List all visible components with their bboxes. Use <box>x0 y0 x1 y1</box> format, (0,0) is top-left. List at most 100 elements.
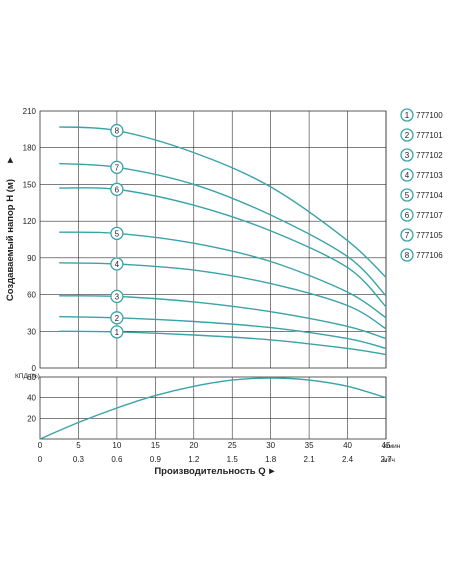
legend-item-777104: 5 777104 <box>400 188 443 202</box>
legend-marker-label: 6 <box>405 211 410 220</box>
curve-marker-8: 8 <box>110 123 124 138</box>
legend-item-777103: 4 777103 <box>400 168 443 182</box>
legend-item-777102: 3 777102 <box>400 148 443 162</box>
curve-marker-circle <box>110 289 124 304</box>
efficiency-y-tick-label: 60 <box>27 373 36 382</box>
curve-marker-circle <box>110 311 124 325</box>
x-tick-lpm: 45 <box>382 441 391 450</box>
legend-item-777100: 1 777100 <box>400 108 443 122</box>
legend-label: 777105 <box>416 231 443 240</box>
curve-marker-3: 3 <box>110 289 124 304</box>
efficiency-curve-line <box>39 377 387 440</box>
x-tick-m3h: 0.6 <box>111 455 123 464</box>
legend-marker-label: 4 <box>405 171 410 180</box>
x-tick-lpm: 25 <box>228 441 237 450</box>
curve-marker-label: 3 <box>115 292 120 301</box>
x-axis-ticks: 0 5 10 15 20 25 30 35 40 45 0 0.3 0.6 0.9 1.2 1.5 1.8 2.1… <box>38 441 392 464</box>
legend-marker-circle <box>400 228 414 242</box>
head-y-tick-label: 210 <box>23 107 37 116</box>
curve-marker-circle <box>110 257 124 271</box>
efficiency-axis-label: КПД (%) <box>15 373 40 380</box>
head-y-tick-label: 30 <box>27 327 36 336</box>
legend-label: 777100 <box>416 111 443 120</box>
efficiency-plot-frame <box>39 376 387 440</box>
head-y-tick-label: 150 <box>23 180 37 189</box>
legend-label: 777106 <box>416 251 443 260</box>
head-y-tick-label: 60 <box>27 291 36 300</box>
x-tick-m3h: 0.3 <box>73 455 85 464</box>
legend-marker-label: 5 <box>405 191 410 200</box>
unit-m3h: м³/ч <box>383 457 395 464</box>
legend-marker-circle <box>400 128 414 142</box>
curve-marker-circle <box>110 123 124 138</box>
curve-marker-label: 5 <box>115 229 120 238</box>
curve-marker-label: 4 <box>115 260 120 269</box>
curve-marker-2: 2 <box>110 311 124 325</box>
x-tick-lpm: 5 <box>76 441 81 450</box>
x-tick-lpm: 35 <box>305 441 314 450</box>
curve-marker-7: 7 <box>110 160 124 174</box>
x-tick-lpm: 20 <box>189 441 198 450</box>
curve-marker-6: 6 <box>110 182 124 196</box>
curve-marker-circle <box>110 226 124 241</box>
legend-item-777106: 8 777106 <box>400 248 443 262</box>
legend-marker-label: 2 <box>405 131 410 140</box>
legend-marker-circle <box>400 168 414 182</box>
unit-lpm: л/мин <box>383 443 401 450</box>
efficiency-y-ticks: 20 40 60 <box>27 373 36 423</box>
efficiency-y-tick-label: 20 <box>27 414 36 423</box>
curve-markers: 1 2 3 4 5 6 7 8 <box>110 123 124 339</box>
head-y-tick-label: 0 <box>32 364 37 373</box>
legend-item-777105: 7 777105 <box>400 228 443 242</box>
curve-marker-label: 2 <box>115 314 120 323</box>
x-tick-lpm: 15 <box>151 441 160 450</box>
x-tick-m3h: 0.9 <box>150 455 162 464</box>
efficiency-grid <box>39 376 387 440</box>
y-axis-title: Создаваемый напор H (м) <box>5 179 16 301</box>
legend-marker-circle <box>400 208 414 222</box>
x-tick-m3h: 2.1 <box>304 455 316 464</box>
x-tick-m3h: 2.4 <box>342 455 354 464</box>
legend-marker-circle <box>400 148 414 162</box>
curve-marker-label: 1 <box>115 328 120 337</box>
head-curves <box>59 126 387 356</box>
head-curve-777105 <box>59 162 387 297</box>
head-grid <box>39 110 387 369</box>
head-curve-777101 <box>59 315 387 350</box>
curve-marker-4: 4 <box>110 257 124 271</box>
x-axis-title: Производительность Q <box>154 466 265 477</box>
legend-label: 777103 <box>416 171 443 180</box>
legend-label: 777102 <box>416 151 443 160</box>
curve-marker-circle <box>110 182 124 196</box>
head-y-tick-label: 120 <box>23 217 37 226</box>
x-tick-m3h: 2.7 <box>380 455 392 464</box>
head-y-ticks: 0 30 60 90 120 150 180 210 <box>23 107 37 373</box>
head-plot-frame <box>39 110 387 369</box>
x-tick-lpm: 10 <box>112 441 121 450</box>
legend-label: 777101 <box>416 131 443 140</box>
x-tick-m3h: 1.5 <box>227 455 239 464</box>
legend-marker-label: 3 <box>405 151 410 160</box>
legend-item-777101: 2 777101 <box>400 128 443 142</box>
x-tick-m3h: 1.8 <box>265 455 277 464</box>
legend-label: 777104 <box>416 191 443 200</box>
legend: 1 777100 2 777101 3 777102 4 777103 5 777104 6 7771… <box>400 108 443 262</box>
efficiency-y-tick-label: 40 <box>27 394 36 403</box>
curve-marker-circle <box>110 325 124 339</box>
efficiency-curve <box>39 377 387 440</box>
x-axis-arrow: ► <box>267 466 276 477</box>
curve-marker-label: 6 <box>115 185 120 194</box>
y-axis-arrow: ► <box>5 155 16 164</box>
legend-item-777107: 6 777107 <box>400 208 443 222</box>
legend-marker-circle <box>400 248 414 262</box>
curve-marker-label: 8 <box>115 127 120 136</box>
head-curve-777107 <box>59 187 387 308</box>
x-tick-lpm: 0 <box>38 441 43 450</box>
head-curve-777106 <box>59 126 387 278</box>
legend-marker-circle <box>400 108 414 122</box>
x-tick-m3h: 1.2 <box>188 455 200 464</box>
x-tick-lpm: 30 <box>266 441 275 450</box>
head-y-tick-label: 180 <box>23 144 37 153</box>
legend-label: 777107 <box>416 211 443 220</box>
